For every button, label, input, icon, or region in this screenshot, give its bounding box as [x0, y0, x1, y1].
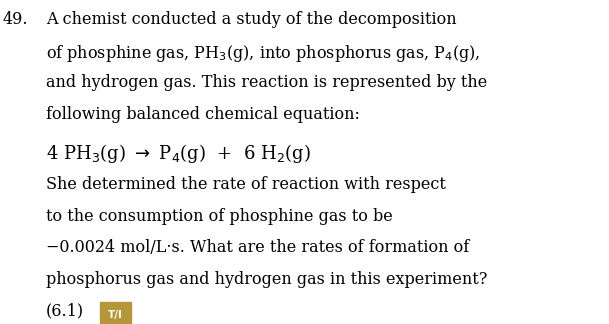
Text: T/I: T/I [108, 310, 123, 320]
Text: of phosphine gas, PH$_3$(g), into phosphorus gas, P$_4$(g),: of phosphine gas, PH$_3$(g), into phosph… [46, 43, 480, 64]
Text: 4 PH$_3$(g) $\rightarrow$ P$_4$(g)  +  6 H$_2$(g): 4 PH$_3$(g) $\rightarrow$ P$_4$(g) + 6 H… [46, 142, 311, 165]
Text: She determined the rate of reaction with respect: She determined the rate of reaction with… [46, 176, 446, 193]
Text: phosphorus gas and hydrogen gas in this experiment?: phosphorus gas and hydrogen gas in this … [46, 271, 487, 288]
Text: and hydrogen gas. This reaction is represented by the: and hydrogen gas. This reaction is repre… [46, 74, 487, 91]
Text: (6.1): (6.1) [46, 302, 84, 319]
Text: −0.0024 mol/L·s. What are the rates of formation of: −0.0024 mol/L·s. What are the rates of f… [46, 239, 469, 256]
Text: A chemist conducted a study of the decomposition: A chemist conducted a study of the decom… [46, 11, 456, 28]
Text: following balanced chemical equation:: following balanced chemical equation: [46, 106, 359, 122]
Text: 49.: 49. [3, 11, 29, 28]
Text: to the consumption of phosphine gas to be: to the consumption of phosphine gas to b… [46, 208, 392, 225]
FancyBboxPatch shape [100, 302, 131, 324]
